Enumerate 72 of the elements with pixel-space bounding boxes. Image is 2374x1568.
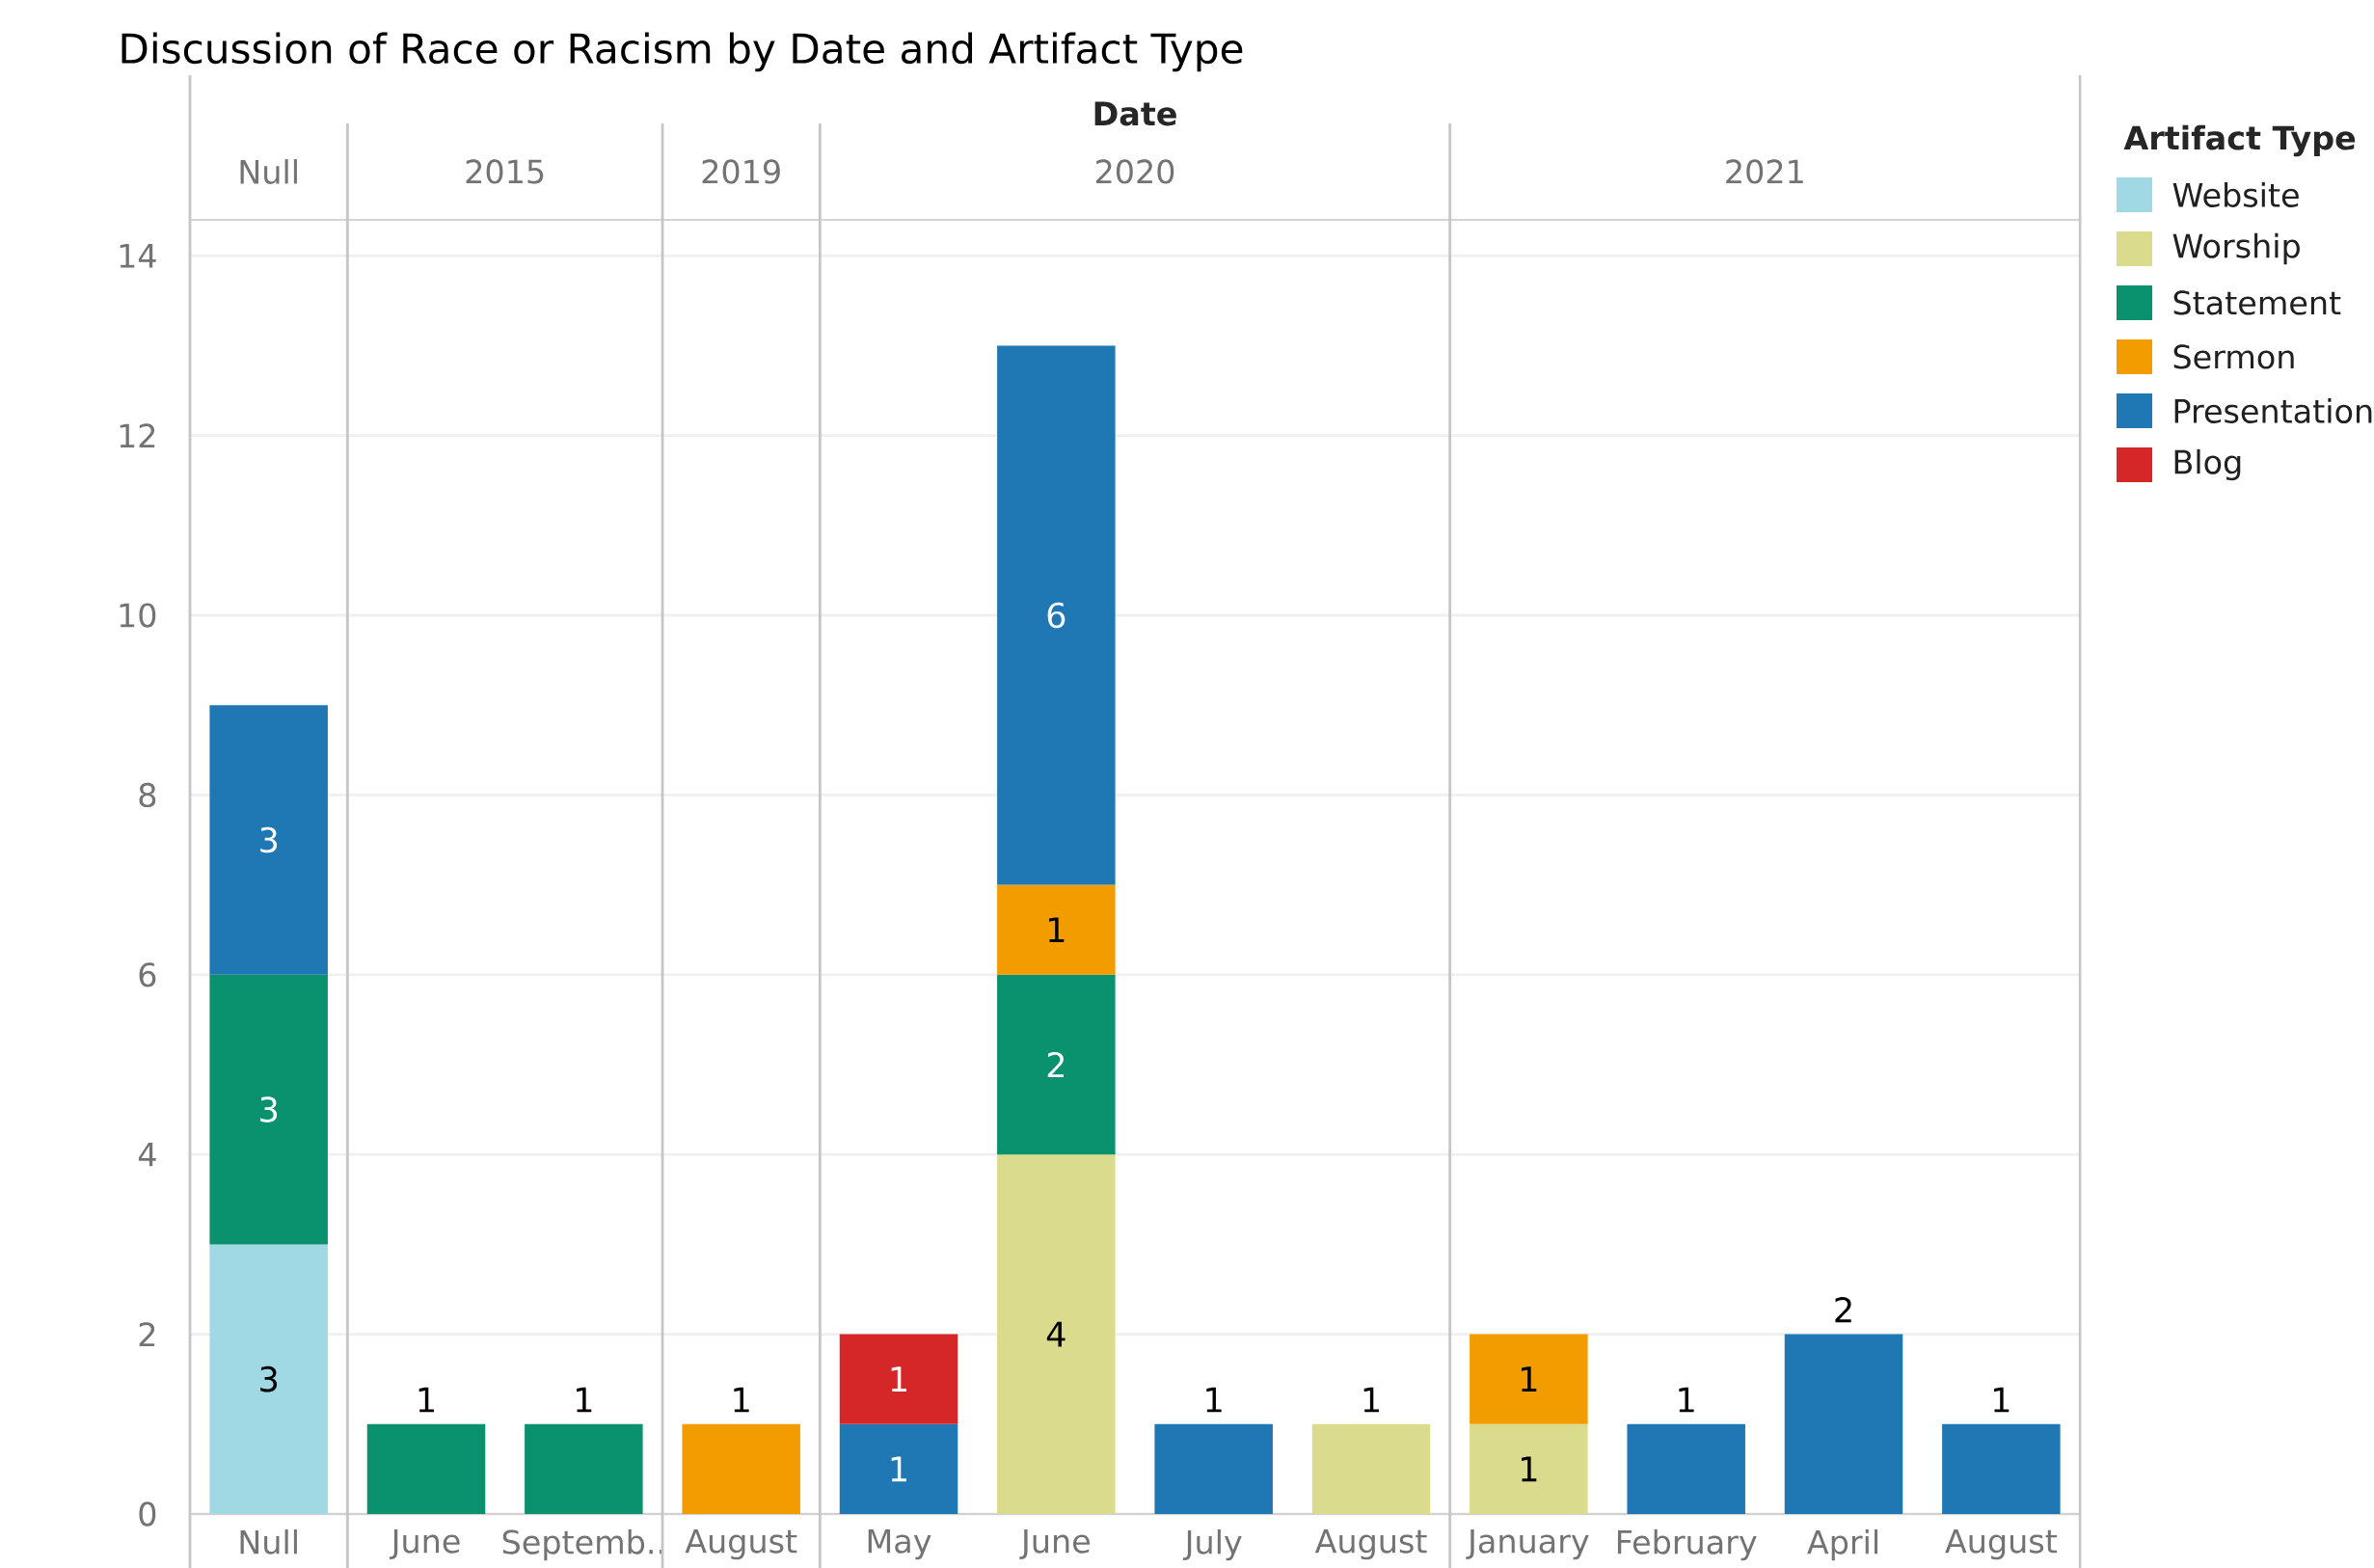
bar [209,1244,328,1514]
bar [1942,1423,2061,1514]
bar [209,974,328,1245]
bar [839,1423,958,1514]
x-tick-label: Septemb.. [502,1528,663,1561]
legend-label: Worship [2172,232,2300,265]
bar [366,1423,486,1514]
y-tick-label: 6 [139,962,156,987]
x-tick-label: February [1617,1528,1757,1561]
y-tick-label: 12 [120,423,155,448]
x-tick-label: June [389,1528,460,1559]
data-label: 3 [260,1365,278,1392]
y-tick-label: 8 [139,782,156,808]
data-label: 1 [1049,917,1065,943]
text: 2019 [702,159,780,184]
bar [997,345,1116,885]
data-label: 1 [1679,1387,1694,1413]
x-tick-label: Null [240,1528,297,1554]
legend-title: Artifact Type [2123,124,2356,157]
data-label: 4 [1046,1321,1066,1347]
x-tick-label: August [685,1528,797,1560]
data-label: 1 [577,1387,592,1413]
data-label: 6 [1047,602,1066,629]
bar [1470,1423,1588,1514]
chart-title: Discussion of Race or Racism by Date and Artifact Type [121,32,1243,72]
x-tick-label: August [1314,1528,1427,1560]
data-label: 1 [1206,1387,1222,1413]
data-label: 1 [1522,1456,1537,1482]
text: 2021 [1726,159,1803,184]
legend-label: Sermon [2173,344,2294,369]
bar [839,1334,958,1424]
bar [997,1154,1116,1514]
data-label: 1 [1994,1387,2010,1413]
bar [1311,1423,1431,1514]
bar [997,884,1116,975]
legend-label: Blog [2174,448,2241,481]
data-label: 1 [418,1387,434,1413]
data-label: 1 [734,1387,749,1413]
y-tick-label: 10 [120,603,156,628]
data-label: 1 [1522,1366,1537,1392]
x-tick-label: May [868,1528,931,1560]
data-label: 1 [891,1366,906,1392]
bar [1784,1334,1903,1514]
data-label: 1 [891,1456,906,1482]
text: 2015 [466,159,544,184]
data-label: 1 [1363,1387,1379,1413]
text: 2020 [1095,159,1174,184]
data-label: 2 [1835,1297,1851,1323]
legend-label: Website [2172,182,2299,207]
bar [682,1423,800,1514]
legend-label: Statement [2173,290,2341,315]
y-tick-label: 14 [120,244,156,268]
bar [1154,1423,1273,1514]
x-tick-label: June [1019,1528,1090,1559]
data-label: 2 [1047,1051,1065,1078]
y-tick-label: 2 [139,1322,155,1346]
bar [209,705,328,975]
y-tick-label: 0 [139,1501,156,1527]
y-tick-label: 4 [138,1143,156,1167]
x-tick-label: April [1807,1528,1878,1561]
x-tick-label: January [1466,1528,1589,1560]
data-label: 3 [260,826,278,853]
bar [525,1423,643,1514]
legend-label: Presentation [2174,398,2372,423]
x-tick-label: July [1182,1528,1242,1561]
bar [997,974,1116,1155]
x-axis-title: Date [1094,101,1176,126]
x-tick-label: August [1945,1528,2057,1560]
bar [1470,1334,1588,1424]
bar [1627,1423,1745,1514]
data-label: 3 [260,1096,278,1122]
text: Null [240,159,297,184]
